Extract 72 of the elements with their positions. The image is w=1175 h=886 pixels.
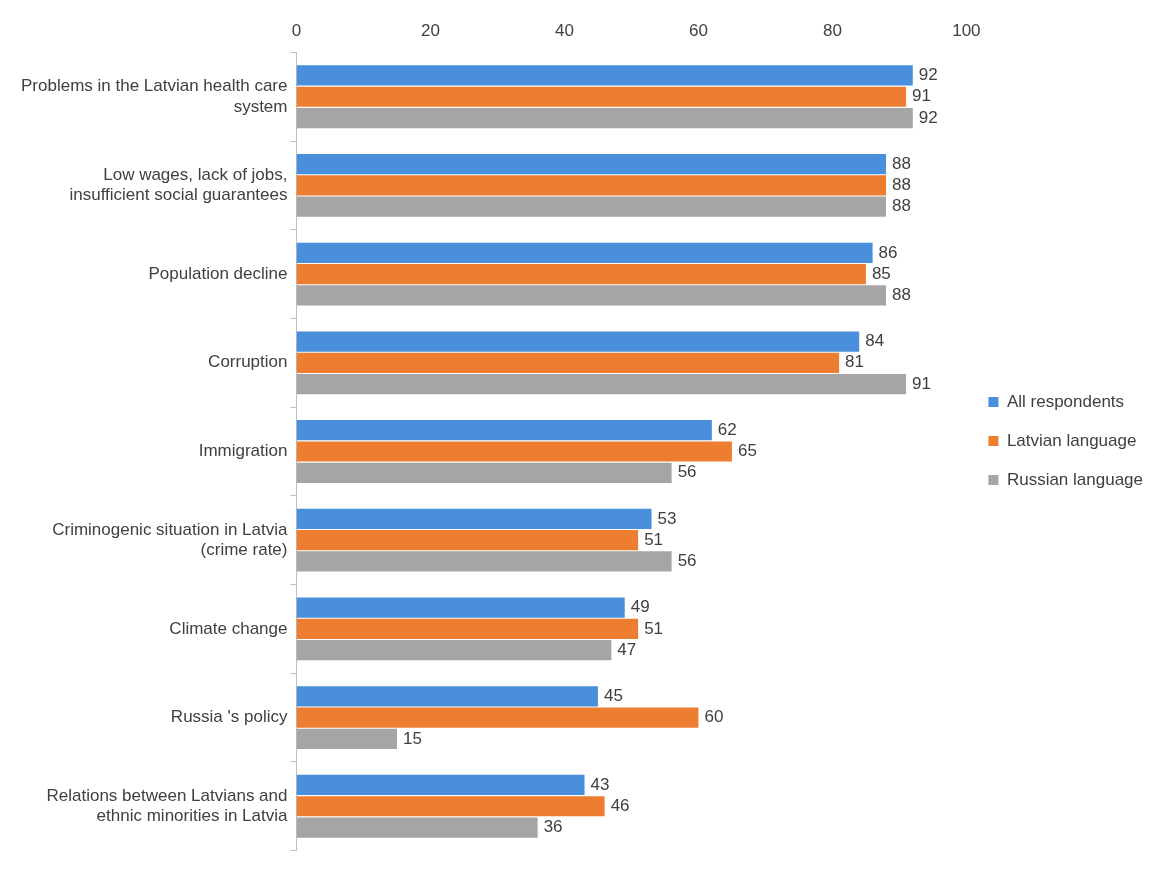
bar xyxy=(296,331,860,352)
bar xyxy=(296,796,605,817)
y-tick-label: Climate change xyxy=(169,618,288,638)
y-tick-label: Corruption xyxy=(208,352,288,372)
bar xyxy=(296,285,887,306)
data-label: 56 xyxy=(677,462,697,482)
bar xyxy=(296,196,887,217)
legend-label: Latvian language xyxy=(1006,430,1137,450)
bar xyxy=(296,597,625,618)
data-label: 51 xyxy=(644,618,664,638)
y-tick-label: Problems in the Latvian health care system xyxy=(20,76,288,116)
legend-label: All respondents xyxy=(1006,391,1125,411)
data-label: 53 xyxy=(657,508,677,528)
data-label: 88 xyxy=(892,196,911,216)
data-label: 49 xyxy=(630,597,650,617)
data-label: 47 xyxy=(617,639,637,659)
data-label: 46 xyxy=(610,795,630,815)
x-tick-label: 40 xyxy=(554,20,574,40)
data-label: 62 xyxy=(717,419,737,439)
x-tick-label: 100 xyxy=(952,20,981,40)
data-label: 45 xyxy=(603,685,623,705)
data-label: 43 xyxy=(590,774,610,794)
data-label: 15 xyxy=(402,728,422,748)
bar xyxy=(296,728,397,749)
x-tick-label: 60 xyxy=(688,20,708,40)
x-tick-label: 0 xyxy=(291,20,302,40)
data-label: 81 xyxy=(845,352,865,372)
bar xyxy=(296,373,907,395)
bar xyxy=(296,618,639,639)
bar xyxy=(296,264,866,285)
y-tick-label: Population decline xyxy=(148,263,288,283)
data-label: 91 xyxy=(912,86,932,106)
legend-label: Russian language xyxy=(1006,469,1144,489)
bar xyxy=(296,508,652,530)
bar xyxy=(296,175,887,196)
bar xyxy=(296,774,585,796)
data-label: 60 xyxy=(704,707,724,727)
bar xyxy=(296,352,840,373)
data-label: 92 xyxy=(918,107,938,127)
data-label: 65 xyxy=(737,441,757,461)
bar xyxy=(296,640,612,661)
data-label: 36 xyxy=(543,817,563,837)
bar xyxy=(296,65,913,86)
data-label: 56 xyxy=(677,551,697,571)
y-tick-label: Low wages, lack of jobs, insufficient social guarantees xyxy=(69,164,288,205)
bar xyxy=(296,551,672,572)
bar xyxy=(296,686,598,707)
bar xyxy=(296,530,639,551)
bar xyxy=(296,86,907,107)
x-tick-label: 80 xyxy=(822,20,842,40)
y-tick-label: Russia 's policy xyxy=(170,707,288,727)
data-label: 86 xyxy=(878,242,898,262)
bar xyxy=(296,817,538,838)
data-label: 88 xyxy=(892,285,911,305)
data-label: 88 xyxy=(892,175,911,195)
bar xyxy=(296,441,732,462)
data-label: 92 xyxy=(918,65,938,85)
y-tick-label: Immigration xyxy=(198,441,288,461)
bar xyxy=(296,462,672,483)
bar xyxy=(296,420,712,441)
data-label: 85 xyxy=(871,263,891,283)
bar xyxy=(296,242,873,263)
y-tick-label: Criminogenic situation in Latvia (crime rate) xyxy=(52,519,289,560)
data-label: 88 xyxy=(892,153,911,173)
y-tick-label: Relations between Latvians and ethnic minorities in Latvia xyxy=(46,785,289,826)
bar xyxy=(296,107,913,129)
data-label: 51 xyxy=(644,529,664,549)
bar xyxy=(296,154,887,175)
x-tick-label: 20 xyxy=(421,20,440,40)
data-label: 84 xyxy=(865,331,885,351)
bar xyxy=(296,707,699,728)
data-label: 91 xyxy=(912,373,932,393)
